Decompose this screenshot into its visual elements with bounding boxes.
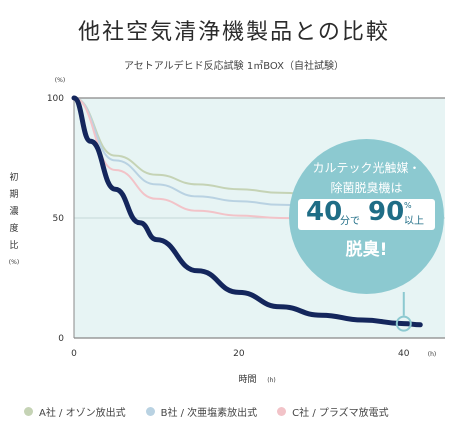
callout-line1: カルテック光触媒・: [312, 161, 421, 175]
legend: A社 / オゾン放出式 B社 / 次亜塩素放出式 C社 / プラズマ放電式: [24, 404, 454, 419]
legend-dot-b: [145, 407, 155, 416]
callout-unit-minutes: 分で: [340, 216, 360, 227]
legend-dot-a: [24, 407, 33, 416]
legend-item-c: C社 / プラズマ放電式: [277, 404, 389, 419]
callout-deodorize: 脱臭!: [345, 240, 388, 260]
callout-percent: %: [404, 201, 412, 210]
y-axis-label-char: 初: [9, 171, 18, 183]
y-tick-label-50: 50: [53, 214, 65, 224]
chart-title: 他社空気清浄機製品との比較: [78, 20, 390, 45]
legend-label-b: B社 / 次亜塩素放出式: [160, 408, 258, 419]
callout-bubble: カルテック光触媒・ 除菌脱臭機は 40 分で 90 % 以上 脱臭!: [289, 139, 444, 294]
callout-number-90: 90: [368, 197, 405, 227]
x-tick-label-0: 0: [71, 349, 77, 359]
callout-line2: 除菌脱臭機は: [330, 181, 403, 195]
x-tick-label-20: 20: [233, 349, 245, 359]
y-axis-label-char: 濃: [9, 205, 18, 217]
y-tick-label-100: 100: [47, 94, 64, 104]
chart-subtitle: アセトアルデヒド反応試験 1㎥BOX（自社試験）: [123, 61, 344, 72]
legend-item-b: B社 / 次亜塩素放出式: [145, 404, 258, 419]
legend-label-a: A社 / オゾン放出式: [39, 408, 126, 419]
y-axis-label-char: 比: [9, 239, 18, 251]
x-axis-label: 時間: [238, 374, 256, 385]
x-unit-label: (h): [428, 351, 436, 358]
callout-number-40: 40: [306, 197, 343, 227]
highlight-marker: [395, 315, 412, 332]
legend-dot-c: [277, 407, 287, 416]
y-unit-label: (%): [55, 77, 65, 84]
callout-unit-above: 以上: [404, 216, 424, 227]
callout-highlight-box: 40 分で 90 % 以上: [298, 197, 435, 230]
legend-label-c: C社 / プラズマ放電式: [292, 408, 389, 419]
x-axis-label-unit: (h): [267, 377, 275, 384]
y-axis-unit: (%): [9, 259, 19, 266]
y-tick-label-0: 0: [58, 334, 64, 344]
x-tick-label-40: 40: [398, 349, 410, 359]
legend-item-a: A社 / オゾン放出式: [24, 404, 126, 419]
y-axis-label-char: 期: [9, 189, 18, 200]
series-line-main: [71, 95, 423, 328]
y-axis-label-char: 度: [9, 222, 18, 234]
